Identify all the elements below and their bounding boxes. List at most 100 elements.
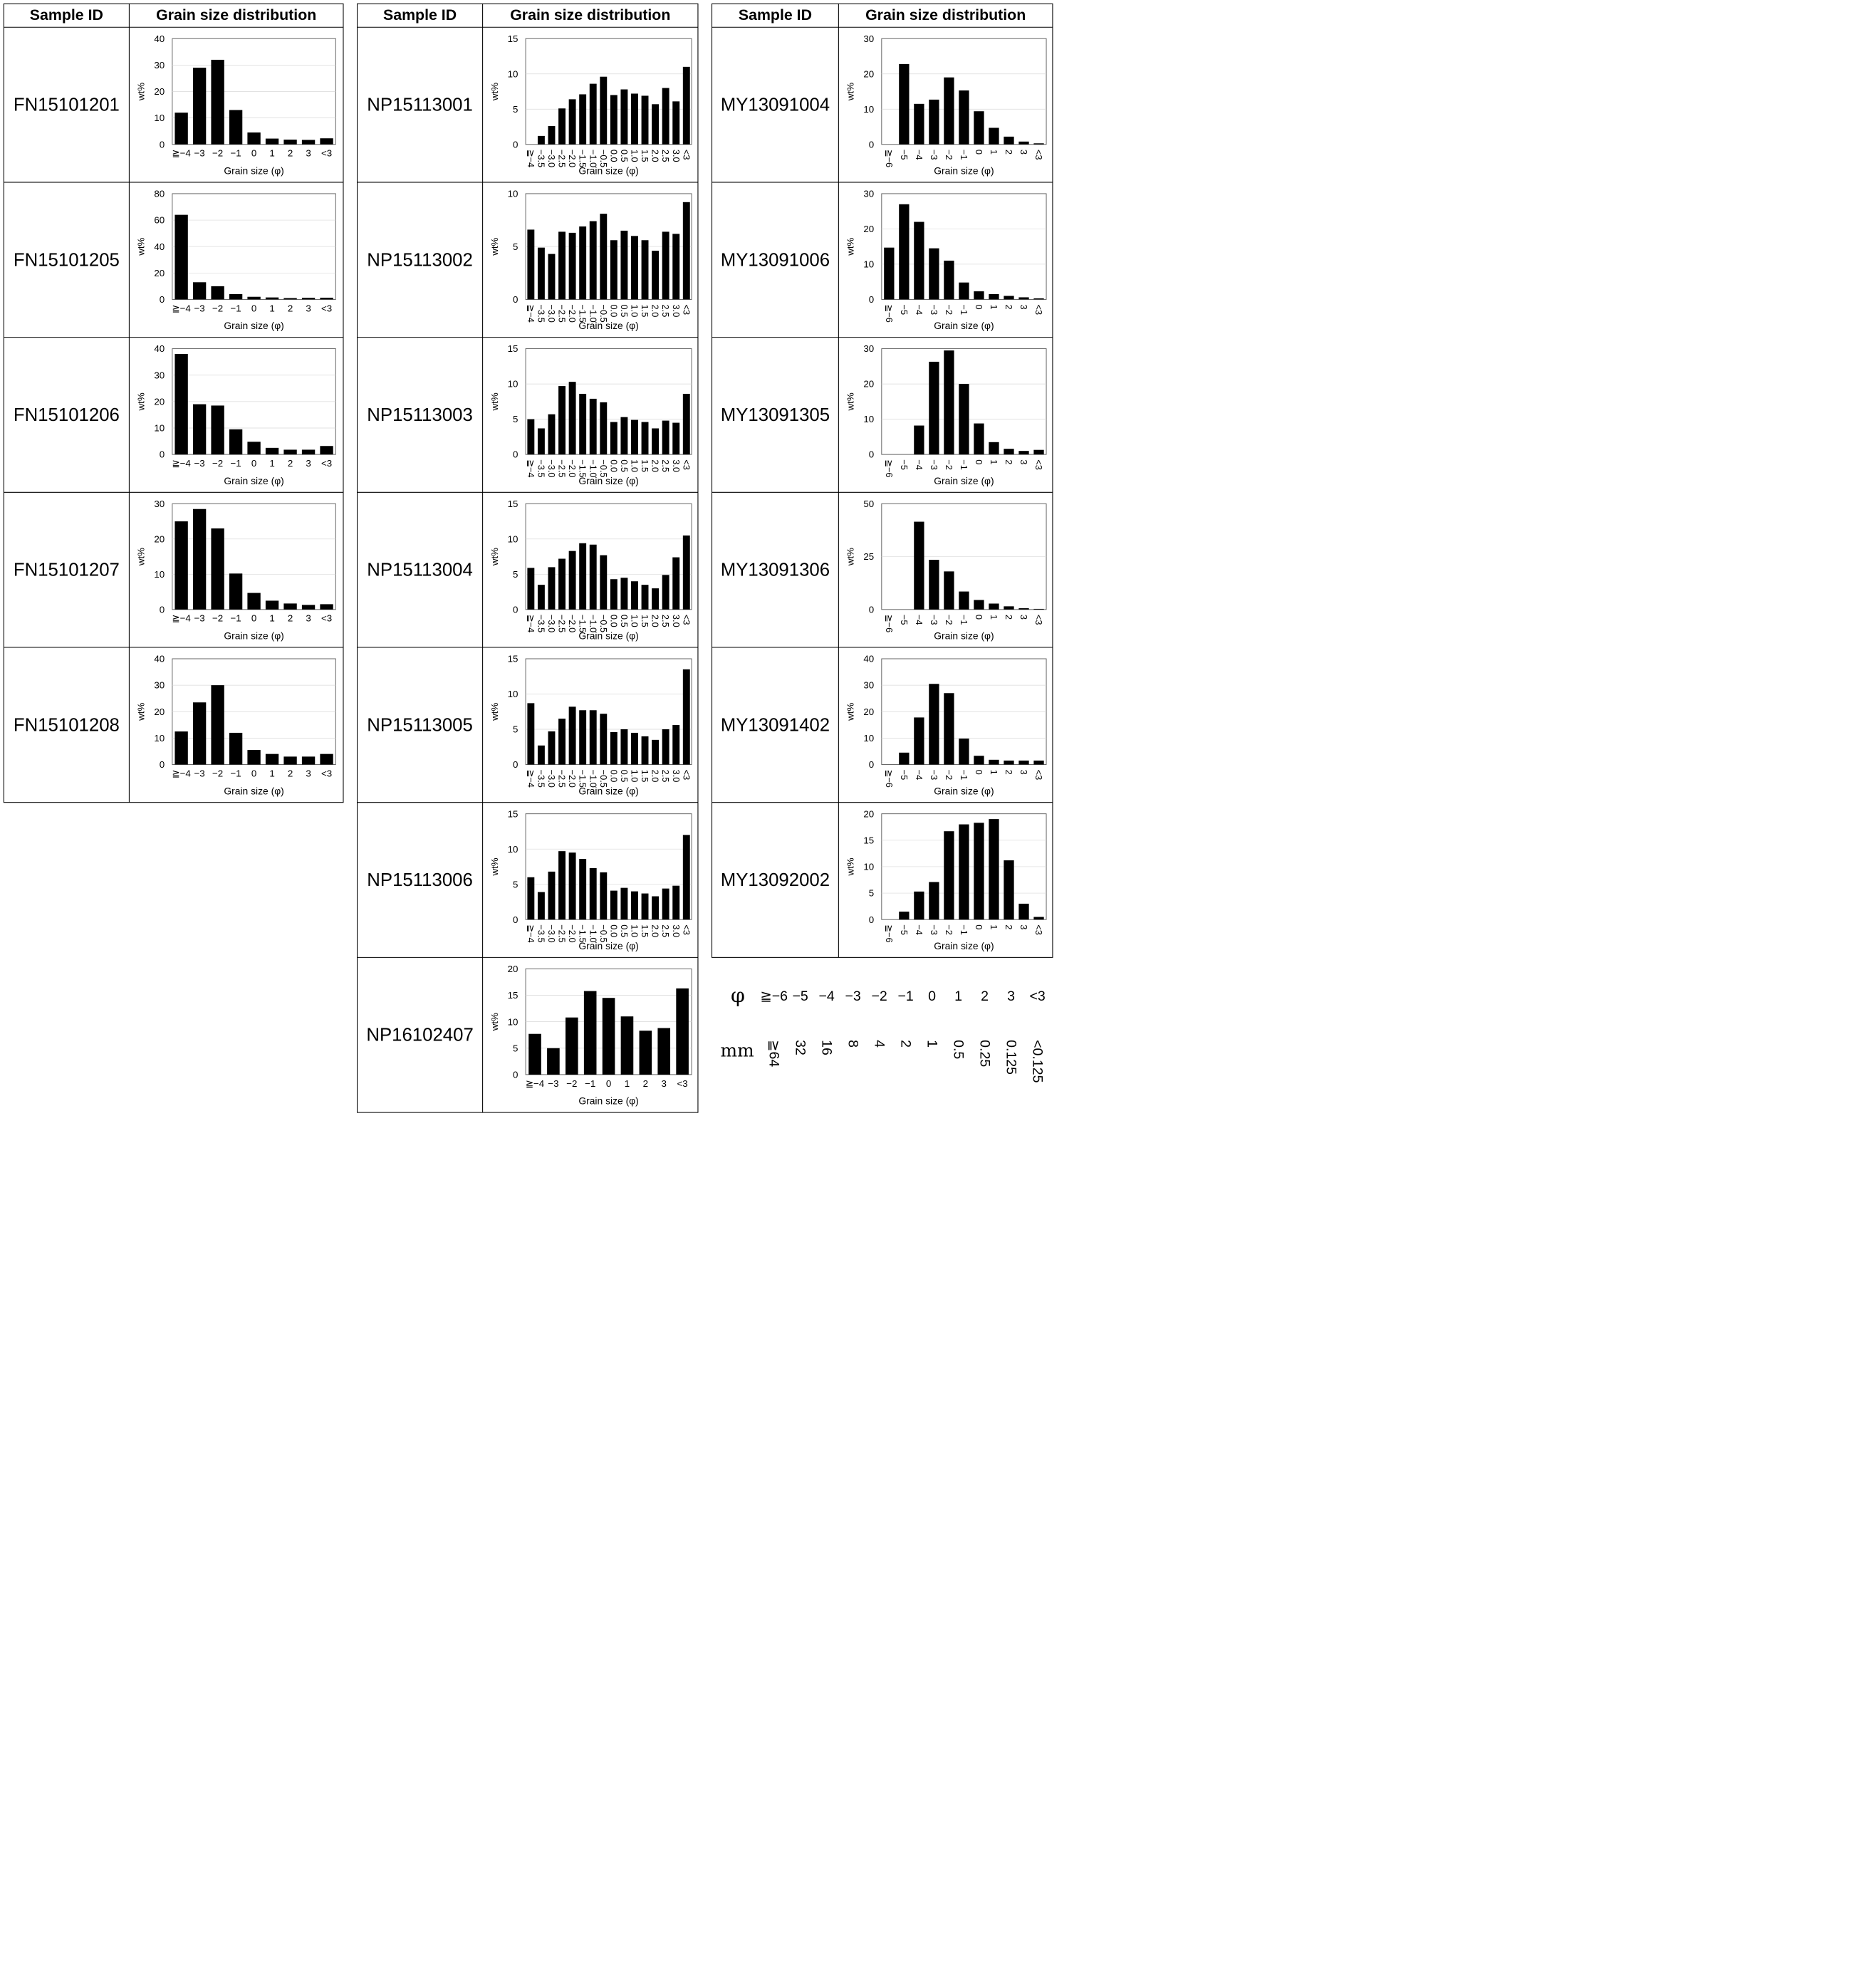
y-tick-label: 5 [513, 724, 518, 735]
bar [899, 204, 910, 300]
bar [620, 578, 628, 610]
y-axis-label: wt% [845, 703, 856, 721]
bar [682, 835, 690, 920]
x-tick-label: −1.0 [588, 150, 598, 167]
bar [662, 888, 669, 920]
y-tick-label: 0 [160, 449, 165, 460]
bar [527, 568, 535, 610]
phi-value: −5 [793, 989, 808, 1004]
bar [528, 1033, 541, 1075]
phi-value: −4 [819, 989, 835, 1004]
bar [1033, 143, 1044, 145]
bar [1033, 917, 1044, 920]
x-tick-label: 0 [974, 150, 984, 155]
bar [929, 99, 939, 145]
bar [1033, 760, 1044, 765]
x-tick-label: <3 [681, 459, 692, 470]
bar [301, 140, 316, 145]
x-tick-label: 0 [974, 615, 984, 620]
bar [265, 447, 279, 455]
bar [652, 428, 660, 455]
x-tick-label: ≧−4 [526, 150, 536, 167]
bar [610, 579, 617, 610]
x-tick-label: ≧−4 [172, 303, 191, 313]
bar [652, 739, 660, 765]
bar [989, 759, 999, 765]
table-border [357, 3, 699, 1113]
y-axis-label: wt% [489, 1013, 500, 1031]
sample-id: FN15101207 [14, 560, 120, 580]
x-tick-label: 2 [288, 613, 293, 624]
x-tick-label: −5 [899, 459, 910, 470]
bar [265, 753, 279, 765]
x-axis-label: Grain size (φ) [578, 1095, 638, 1107]
x-tick-label: −3 [929, 770, 939, 781]
x-tick-label: <3 [677, 1078, 688, 1089]
x-tick-label: −2 [212, 458, 223, 469]
x-tick-label: <3 [1033, 459, 1044, 470]
x-tick-label: 1.0 [630, 615, 640, 627]
bar [579, 859, 587, 920]
y-axis-label: wt% [136, 83, 147, 101]
bar [265, 600, 279, 610]
bar [589, 398, 597, 455]
x-tick-label: 0 [974, 305, 984, 310]
x-tick-label: −2.0 [567, 924, 578, 942]
x-tick-label: −3 [194, 148, 205, 159]
x-tick-label: −3.0 [546, 150, 557, 167]
y-tick-label: 10 [154, 113, 165, 123]
x-tick-label: −3 [929, 459, 939, 470]
x-axis-label: Grain size (φ) [934, 630, 994, 642]
bar [641, 893, 649, 920]
bar [579, 543, 587, 610]
bar [283, 603, 297, 610]
y-tick-label: 0 [869, 294, 874, 305]
x-tick-label: <3 [321, 613, 332, 624]
y-tick-label: 30 [863, 189, 874, 199]
y-tick-label: 0 [869, 139, 874, 150]
sample-id: NP15113003 [367, 405, 473, 425]
x-tick-label: <3 [1033, 770, 1044, 781]
y-tick-label: 20 [154, 533, 165, 544]
x-tick-label: <3 [1033, 150, 1044, 160]
y-tick-label: 30 [863, 33, 874, 44]
y-tick-label: 20 [863, 224, 874, 234]
bar [914, 521, 924, 610]
bar-chart: 0 10 20 30 40 wt% ≧−4 −3 −2 −1 0 1 2 3 <3 Grain size (φ… [136, 33, 336, 177]
bar [929, 684, 939, 765]
bar [547, 1048, 560, 1075]
x-tick-label: 1 [989, 924, 999, 929]
y-axis-label: wt% [489, 548, 500, 566]
x-tick-label: −2.5 [557, 770, 568, 788]
x-tick-label: 2 [1004, 305, 1014, 310]
y-tick-label: 40 [863, 654, 874, 664]
x-tick-label: −2 [212, 303, 223, 313]
bar [174, 731, 188, 765]
bar [537, 892, 545, 920]
y-axis-label: wt% [136, 548, 147, 566]
x-tick-label: 0.5 [619, 770, 630, 783]
x-tick-label: 2.5 [660, 770, 671, 783]
bar [974, 291, 984, 300]
y-tick-label: 30 [154, 499, 165, 509]
phi-value: 3 [1007, 989, 1015, 1004]
x-tick-label: <3 [1033, 924, 1044, 935]
x-tick-label: −1 [959, 459, 969, 470]
x-tick-label: 2 [1004, 924, 1014, 929]
bar [211, 528, 224, 610]
y-axis-label: wt% [845, 857, 856, 876]
y-tick-label: 20 [863, 808, 874, 819]
y-tick-label: 40 [154, 33, 165, 44]
table-column-2: Sample ID Grain size distribution NP151130… [357, 3, 699, 1113]
bar [600, 714, 608, 765]
y-tick-label: 10 [508, 533, 518, 544]
bar-chart: 0 5 10 15 wt% ≧−4 −3.5 −3.0 −2.5 −2.0 −1.5 −1.0 −0.5… [489, 499, 692, 642]
table-row: NP16102407 0 5 10 15 20 wt% ≧−4 −3 −2 −1 0 1 2 3 <3 Grai… [366, 964, 692, 1107]
y-tick-label: 0 [869, 759, 874, 770]
bar [320, 138, 333, 145]
